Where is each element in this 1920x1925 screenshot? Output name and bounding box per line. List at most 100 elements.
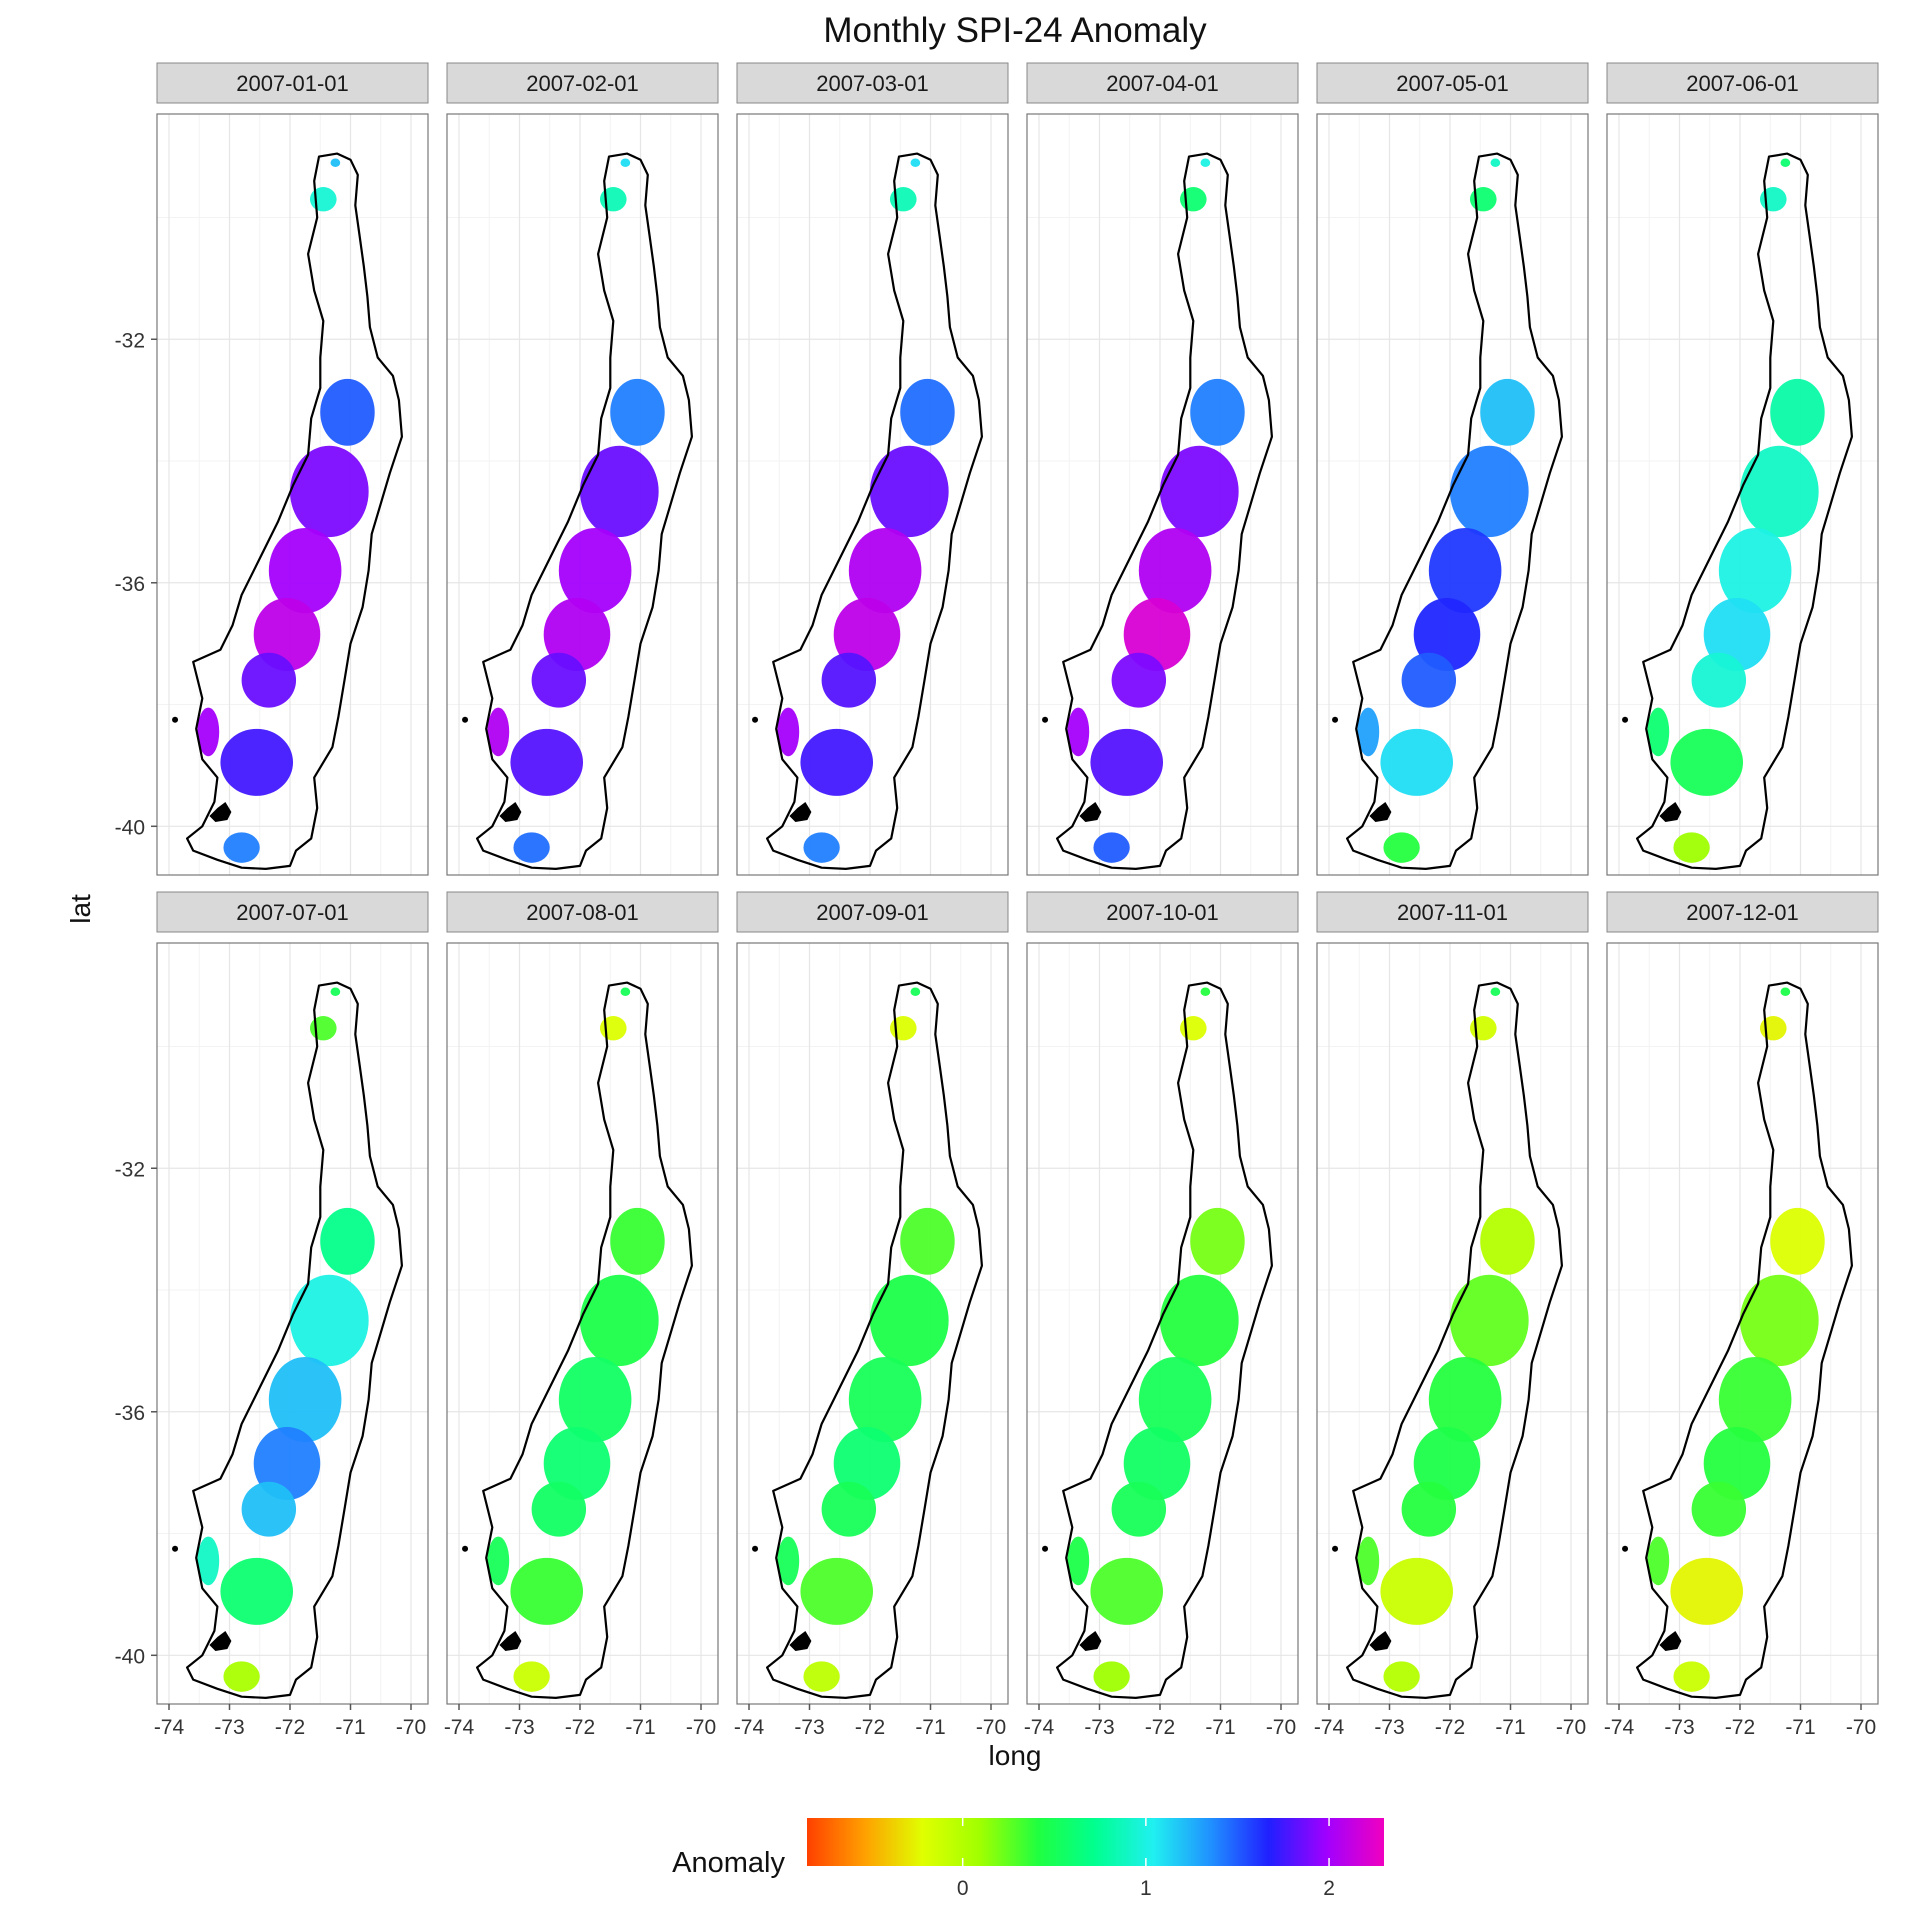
island-marker xyxy=(1332,1545,1339,1552)
facet-strip xyxy=(736,891,1009,933)
anomaly-region xyxy=(1703,1426,1771,1501)
anomaly-region xyxy=(1413,1426,1481,1501)
anomaly-region xyxy=(290,1274,369,1367)
x-tick-label: -71 xyxy=(1495,1716,1525,1739)
anomaly-region xyxy=(320,1207,375,1275)
y-tick-label: -36 xyxy=(115,1402,145,1425)
island-marker xyxy=(1042,1545,1049,1552)
anomaly-region xyxy=(610,378,665,446)
anomaly-region xyxy=(531,1481,587,1537)
y-tick-label: -32 xyxy=(115,329,145,352)
panel-border xyxy=(1606,113,1879,876)
anomaly-region xyxy=(803,832,840,863)
x-tick-label: -70 xyxy=(396,1716,426,1739)
lake-marker xyxy=(499,802,522,823)
panel-border xyxy=(1606,942,1879,1705)
anomaly-region xyxy=(513,1661,550,1692)
facet-strip xyxy=(156,891,429,933)
y-tick-label: -40 xyxy=(115,1645,145,1668)
panel-border xyxy=(1026,113,1299,876)
anomaly-region xyxy=(1718,527,1792,614)
anomaly-region xyxy=(800,1557,874,1625)
anomaly-region xyxy=(1067,1536,1090,1586)
anomaly-region xyxy=(1093,832,1130,863)
anomaly-region xyxy=(833,1426,901,1501)
facet-strip-label: 2007-03-01 xyxy=(816,71,929,96)
lake-marker xyxy=(789,1631,812,1652)
anomaly-region xyxy=(580,1274,659,1367)
anomaly-region xyxy=(777,1536,800,1586)
facet-strip xyxy=(1316,62,1589,104)
anomaly-region xyxy=(1093,1661,1130,1692)
facet-strip-label: 2007-09-01 xyxy=(816,900,929,925)
anomaly-region xyxy=(330,987,341,996)
anomaly-region xyxy=(531,652,587,708)
facet-strip-label: 2007-05-01 xyxy=(1396,71,1509,96)
facet-panel: 2007-04-01 xyxy=(1026,62,1299,876)
anomaly-region xyxy=(1123,597,1191,672)
x-tick-label: -72 xyxy=(275,1716,305,1739)
x-tick-label: -73 xyxy=(214,1716,244,1739)
island-marker xyxy=(1622,716,1629,723)
facet-panel: 2007-05-01 xyxy=(1316,62,1589,876)
anomaly-region xyxy=(848,1356,922,1443)
anomaly-region xyxy=(1490,158,1501,167)
panel-border xyxy=(736,942,1009,1705)
anomaly-region xyxy=(1770,1207,1825,1275)
anomaly-region xyxy=(223,832,260,863)
panel-border xyxy=(1316,942,1589,1705)
facet-strip-label: 2007-01-01 xyxy=(236,71,349,96)
panel-border xyxy=(446,113,719,876)
region-outline xyxy=(476,981,693,1699)
x-tick-label: -74 xyxy=(1604,1716,1635,1739)
lake-marker xyxy=(499,1631,522,1652)
facet-strip-label: 2007-02-01 xyxy=(526,71,639,96)
x-tick-label: -74 xyxy=(1314,1716,1345,1739)
island-marker xyxy=(1042,716,1049,723)
x-tick-label: -72 xyxy=(855,1716,885,1739)
anomaly-region xyxy=(1138,1356,1212,1443)
anomaly-region xyxy=(821,652,877,708)
facet-strip xyxy=(446,62,719,104)
anomaly-region xyxy=(821,1481,877,1537)
facet-strip-label: 2007-07-01 xyxy=(236,900,349,925)
anomaly-region xyxy=(1413,597,1481,672)
facet-panel: 2007-01-01 -32 -36 -40 xyxy=(115,62,429,876)
chart-title: Monthly SPI-24 Anomaly xyxy=(823,11,1207,50)
anomaly-region xyxy=(1401,1481,1457,1537)
anomaly-region xyxy=(1673,832,1710,863)
anomaly-region xyxy=(487,707,510,757)
region-outline xyxy=(766,981,983,1699)
anomaly-region xyxy=(870,445,949,538)
anomaly-region xyxy=(1780,987,1791,996)
legend-tick-label: 0 xyxy=(957,1877,969,1900)
anomaly-region xyxy=(1383,832,1420,863)
anomaly-region xyxy=(1691,652,1747,708)
x-tick-label: -73 xyxy=(794,1716,824,1739)
lake-marker xyxy=(209,1631,232,1652)
facet-strip xyxy=(1606,62,1879,104)
anomaly-region xyxy=(241,652,297,708)
anomaly-region xyxy=(1718,1356,1792,1443)
facet-panel: 2007-06-01 xyxy=(1606,62,1879,876)
anomaly-region xyxy=(1380,728,1454,796)
lake-marker xyxy=(1369,802,1392,823)
anomaly-region xyxy=(1480,378,1535,446)
region-outline xyxy=(476,152,693,870)
island-marker xyxy=(462,716,469,723)
anomaly-region xyxy=(848,527,922,614)
x-tick-label: -72 xyxy=(1725,1716,1755,1739)
x-tick-label: -72 xyxy=(565,1716,595,1739)
island-marker xyxy=(752,1545,759,1552)
anomaly-region xyxy=(1123,1426,1191,1501)
region-outline xyxy=(1056,981,1273,1699)
anomaly-region xyxy=(1160,445,1239,538)
x-tick-label: -74 xyxy=(444,1716,475,1739)
facet-panel: 2007-11-01 -74 -73 -72 -71 -70 xyxy=(1314,891,1589,1739)
x-tick-label: -72 xyxy=(1435,1716,1465,1739)
anomaly-region xyxy=(1647,707,1670,757)
x-tick-label: -74 xyxy=(734,1716,765,1739)
anomaly-region xyxy=(800,728,874,796)
